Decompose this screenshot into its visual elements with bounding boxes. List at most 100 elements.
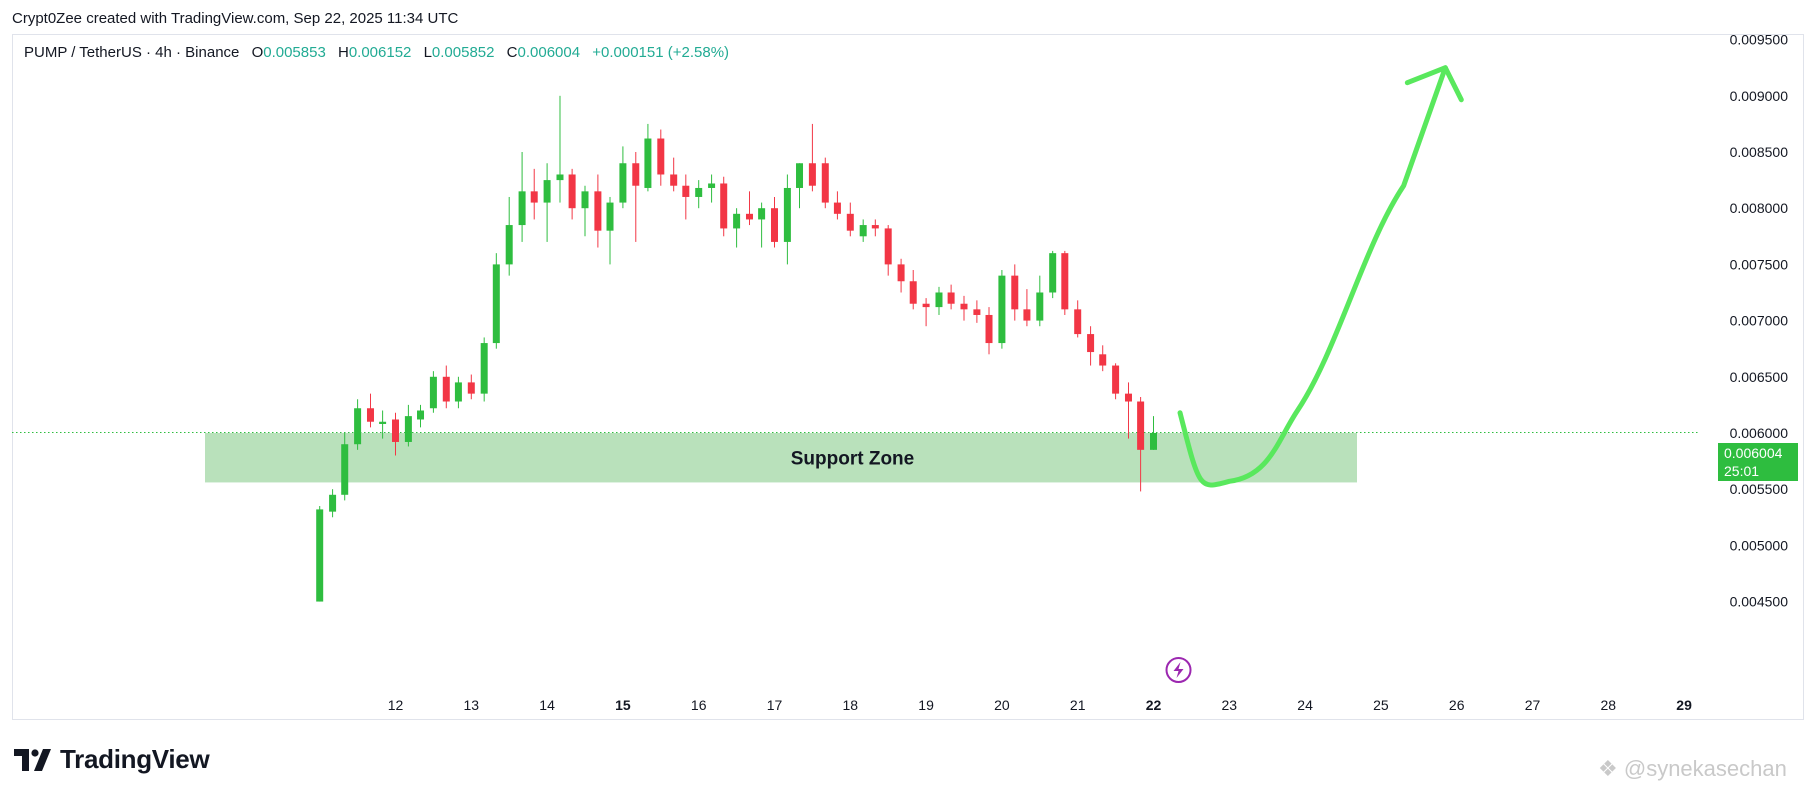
candle-up[interactable] [480, 343, 488, 394]
candle-down[interactable] [973, 309, 981, 315]
candle-up[interactable] [796, 163, 804, 188]
candle-down[interactable] [821, 163, 829, 203]
x-tick-label: 18 [843, 697, 859, 713]
x-tick-label: 19 [918, 697, 934, 713]
candle-up[interactable] [417, 410, 425, 420]
x-tick-label: 13 [464, 697, 480, 713]
candle-down[interactable] [670, 174, 678, 186]
candle-up[interactable] [1150, 432, 1157, 450]
candle-down[interactable] [1087, 334, 1095, 353]
x-tick-label: 16 [691, 697, 707, 713]
candle-up[interactable] [379, 421, 387, 424]
y-tick-label: 0.007000 [1730, 313, 1789, 329]
candle-up[interactable] [695, 187, 703, 197]
chart-frame[interactable] [12, 34, 1804, 720]
candle-down[interactable] [657, 138, 665, 175]
projection-arrow[interactable] [1177, 65, 1448, 488]
candle-up[interactable] [644, 138, 652, 188]
candle-down[interactable] [1011, 275, 1019, 310]
candle-down[interactable] [530, 191, 538, 203]
legend-open: 0.005853 [263, 44, 326, 61]
x-tick-label: 25 [1373, 697, 1389, 713]
x-tick-label: 23 [1222, 697, 1238, 713]
x-tick-label: 22 [1146, 697, 1162, 713]
candle-down[interactable] [1124, 393, 1132, 402]
candle-down[interactable] [1137, 401, 1145, 450]
candle-up[interactable] [454, 382, 462, 402]
candle-up[interactable] [606, 202, 614, 231]
candle-down[interactable] [922, 303, 930, 308]
candle-down[interactable] [442, 376, 450, 402]
candle-up[interactable] [783, 187, 791, 242]
candle-up[interactable] [733, 213, 741, 229]
tradingview-logo-icon [14, 748, 51, 771]
candle-up[interactable] [998, 275, 1006, 344]
support-zone-label: Support Zone [791, 449, 914, 470]
candle-down[interactable] [897, 264, 905, 282]
candle-up[interactable] [758, 208, 766, 220]
legend-open-label: O [251, 44, 264, 61]
candle-down[interactable] [947, 292, 955, 304]
x-tick-label: 12 [388, 697, 404, 713]
candle-down[interactable] [846, 213, 854, 231]
candle-up[interactable] [708, 183, 716, 188]
candle-down[interactable] [960, 303, 968, 310]
candle-down[interactable] [467, 382, 475, 394]
candle-down[interactable] [1112, 365, 1120, 394]
y-tick-label: 0.006000 [1730, 425, 1789, 441]
candle-up[interactable] [518, 191, 526, 226]
candle-down[interactable] [1074, 309, 1082, 335]
candle-down[interactable] [682, 185, 690, 197]
candle-up[interactable] [935, 292, 943, 308]
candle-up[interactable] [329, 494, 337, 512]
projection-arrowhead [1404, 65, 1464, 103]
candle-down[interactable] [833, 202, 841, 214]
candle-down[interactable] [884, 228, 892, 265]
candle-down[interactable] [985, 314, 993, 344]
y-tick-label: 0.009500 [1730, 32, 1789, 48]
legend-close: 0.006004 [517, 44, 581, 61]
candle-up[interactable] [354, 408, 362, 445]
candle-up[interactable] [543, 180, 551, 203]
y-tick-label: 0.005000 [1730, 537, 1789, 553]
candle-up[interactable] [581, 191, 589, 209]
candle-down[interactable] [871, 225, 879, 229]
candle-down[interactable] [1023, 309, 1031, 321]
x-tick-label: 28 [1601, 697, 1617, 713]
candle-up[interactable] [492, 264, 500, 344]
candle-down[interactable] [568, 174, 576, 209]
candle-up[interactable] [505, 225, 513, 265]
candle-up[interactable] [859, 225, 867, 237]
candle-up[interactable] [429, 376, 437, 409]
candle-up[interactable] [1036, 292, 1044, 321]
candle-up[interactable] [404, 416, 412, 442]
y-tick-label: 0.007500 [1730, 256, 1789, 272]
candle-up[interactable] [1049, 253, 1057, 293]
candle-down[interactable] [720, 183, 728, 229]
candle-up[interactable] [341, 444, 349, 495]
support-zone[interactable] [205, 432, 1357, 483]
candle-down[interactable] [1061, 253, 1069, 310]
x-tick-label: 15 [615, 697, 631, 713]
legend-symbol[interactable]: PUMP / TetherUS · 4h · Binance [24, 44, 240, 61]
candle-down[interactable] [632, 163, 640, 186]
x-tick-label: 26 [1449, 697, 1465, 713]
candle-up[interactable] [556, 174, 564, 181]
candle-down[interactable] [808, 163, 816, 186]
candle-down[interactable] [771, 208, 778, 242]
y-tick-label: 0.008000 [1730, 200, 1789, 216]
candle-down[interactable] [1099, 354, 1107, 366]
candle-up[interactable] [316, 509, 324, 602]
candle-down[interactable] [392, 419, 399, 442]
tradingview-logo[interactable]: TradingView [14, 744, 210, 775]
candle-down[interactable] [594, 191, 602, 231]
x-tick-label: 20 [994, 697, 1010, 713]
legend-close-label: C [506, 44, 518, 61]
candle-down[interactable] [909, 281, 917, 304]
legend-high: 0.006152 [348, 44, 412, 61]
last-price-label: 0.006004 25:01 [1718, 443, 1798, 481]
candle-up[interactable] [619, 163, 627, 203]
candle-down[interactable] [366, 408, 374, 422]
candle-down[interactable] [745, 213, 753, 220]
